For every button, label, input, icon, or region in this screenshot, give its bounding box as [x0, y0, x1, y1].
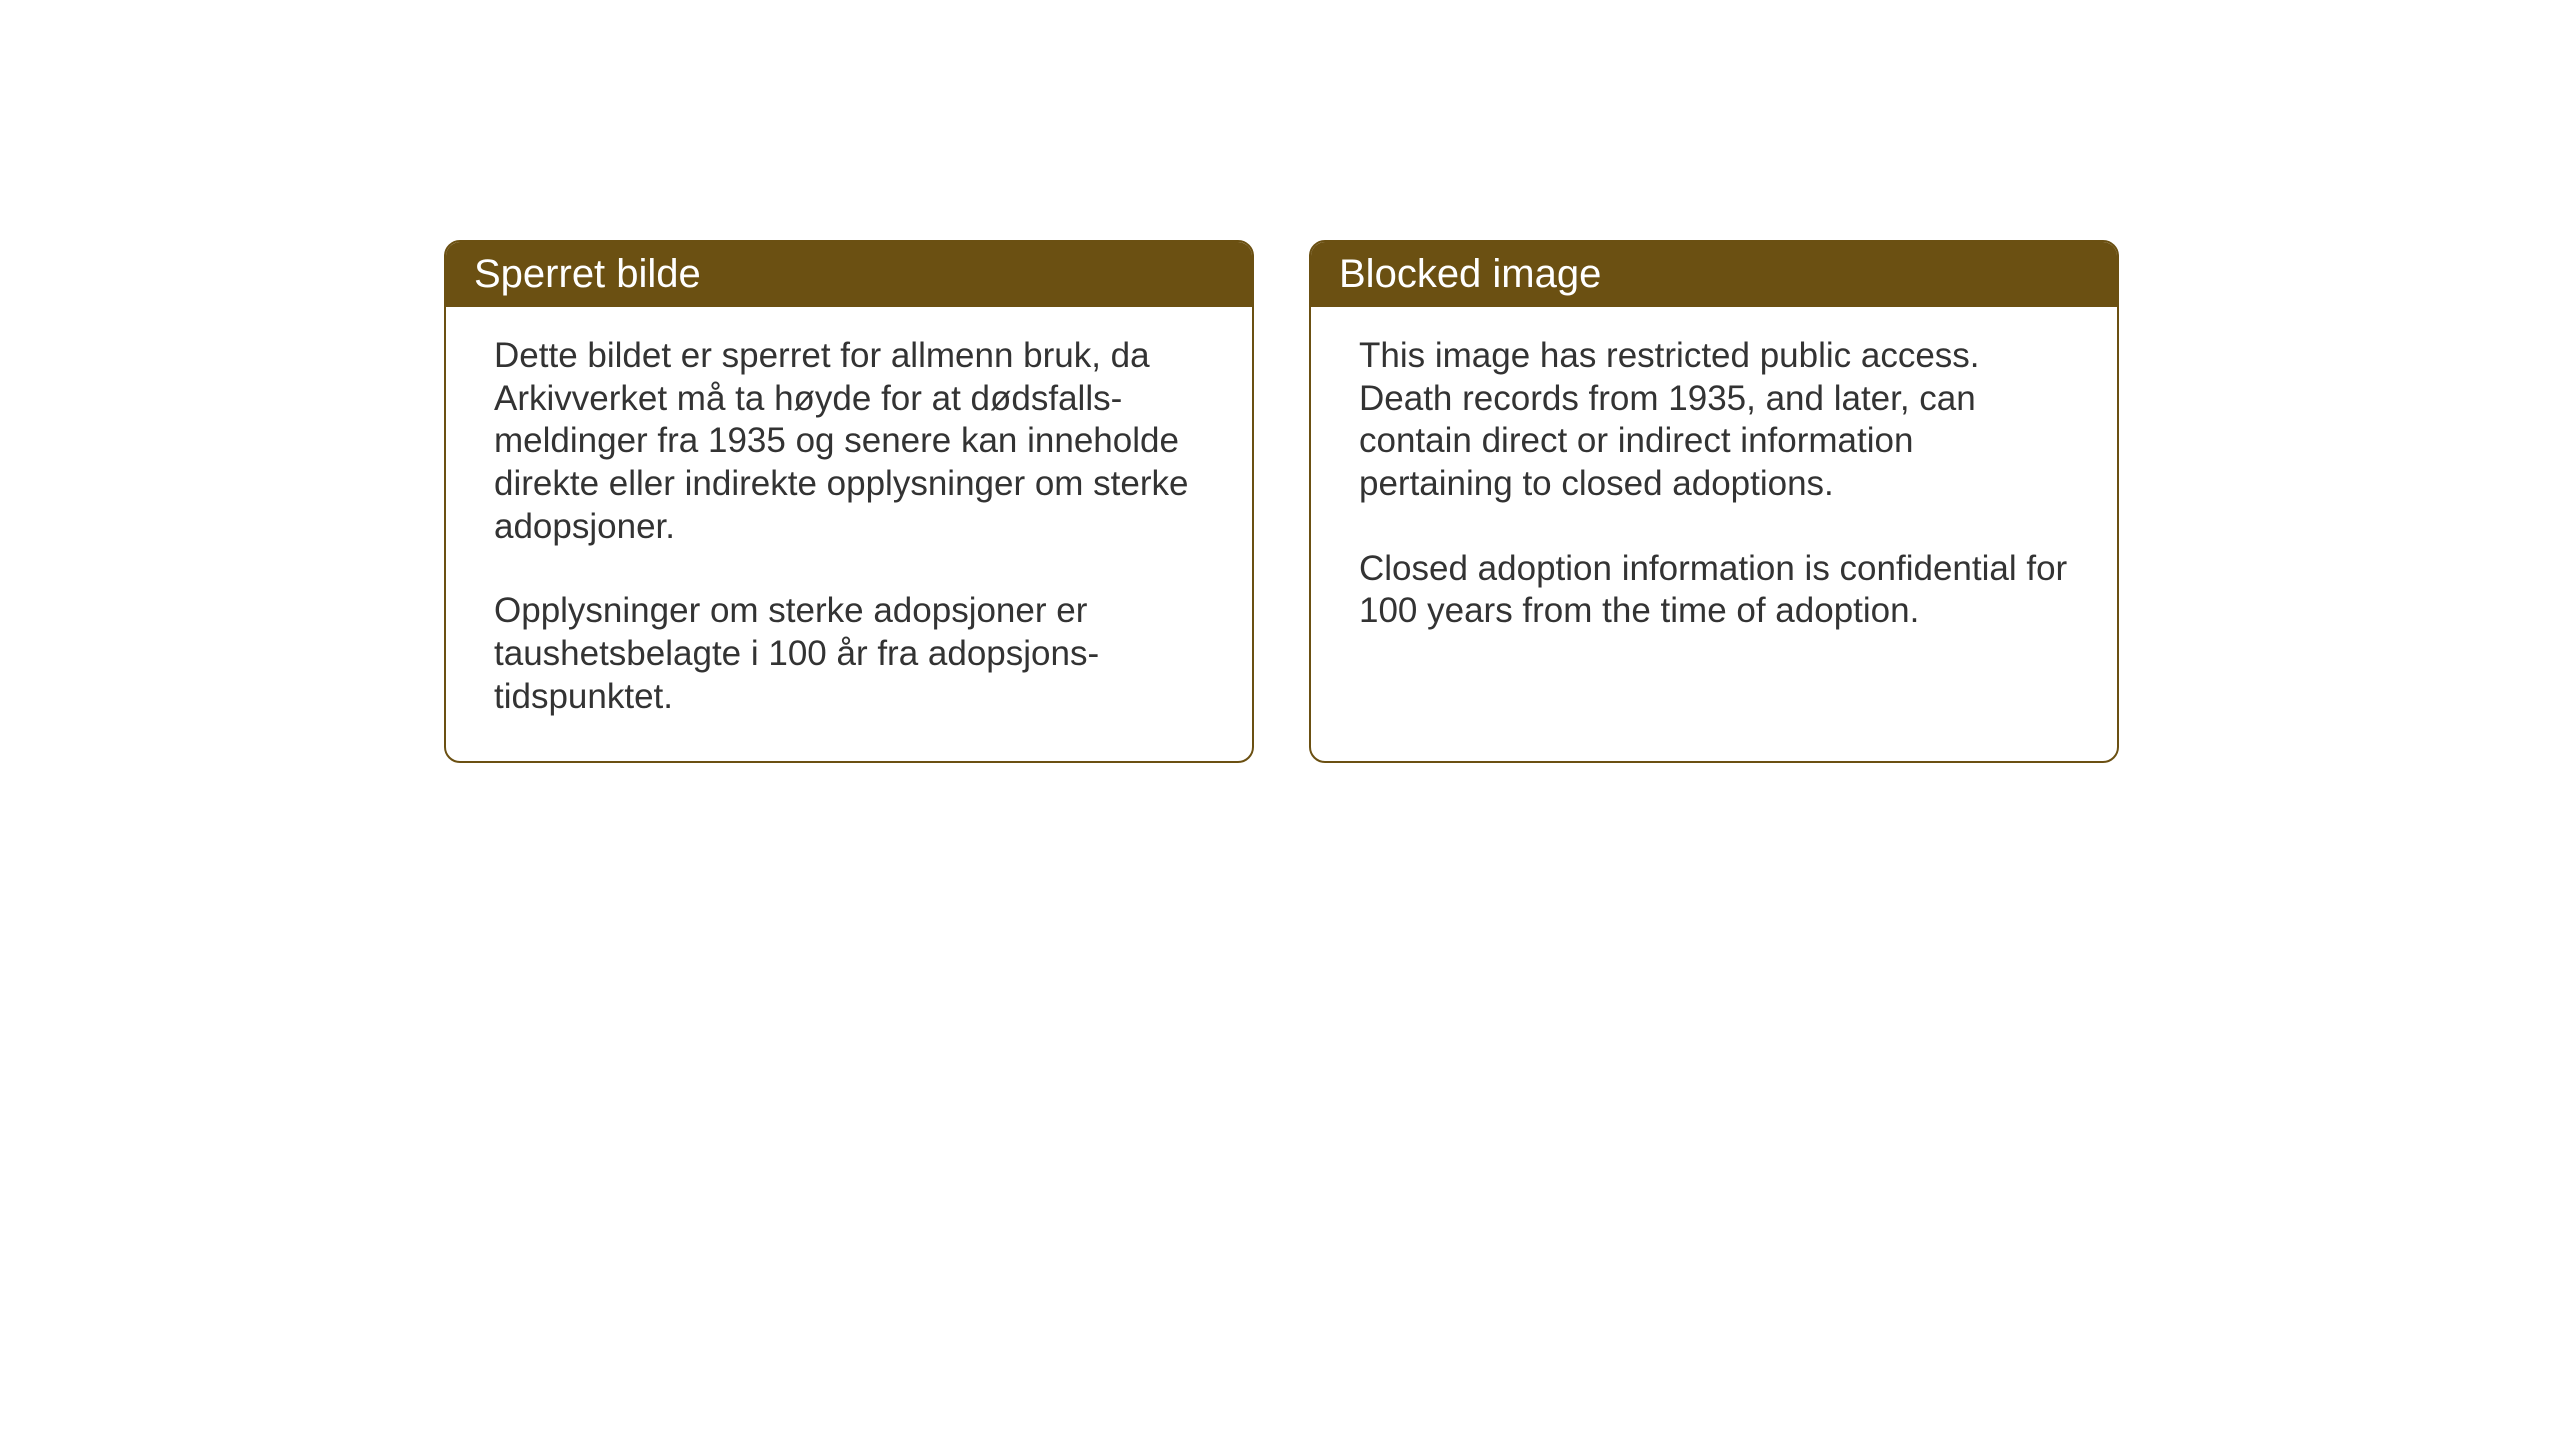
notice-container: Sperret bilde Dette bildet er sperret fo…	[444, 240, 2119, 763]
card-paragraph-2-norwegian: Opplysninger om sterke adopsjoner er tau…	[494, 590, 1204, 718]
card-paragraph-2-english: Closed adoption information is confident…	[1359, 548, 2069, 633]
card-header-english: Blocked image	[1311, 242, 2117, 307]
card-title-english: Blocked image	[1339, 252, 1601, 296]
card-header-norwegian: Sperret bilde	[446, 242, 1252, 307]
card-paragraph-1-english: This image has restricted public access.…	[1359, 335, 2069, 506]
card-title-norwegian: Sperret bilde	[474, 252, 701, 296]
card-paragraph-1-norwegian: Dette bildet er sperret for allmenn bruk…	[494, 335, 1204, 548]
notice-card-english: Blocked image This image has restricted …	[1309, 240, 2119, 763]
notice-card-norwegian: Sperret bilde Dette bildet er sperret fo…	[444, 240, 1254, 763]
card-body-english: This image has restricted public access.…	[1311, 307, 2117, 725]
card-body-norwegian: Dette bildet er sperret for allmenn bruk…	[446, 307, 1252, 761]
